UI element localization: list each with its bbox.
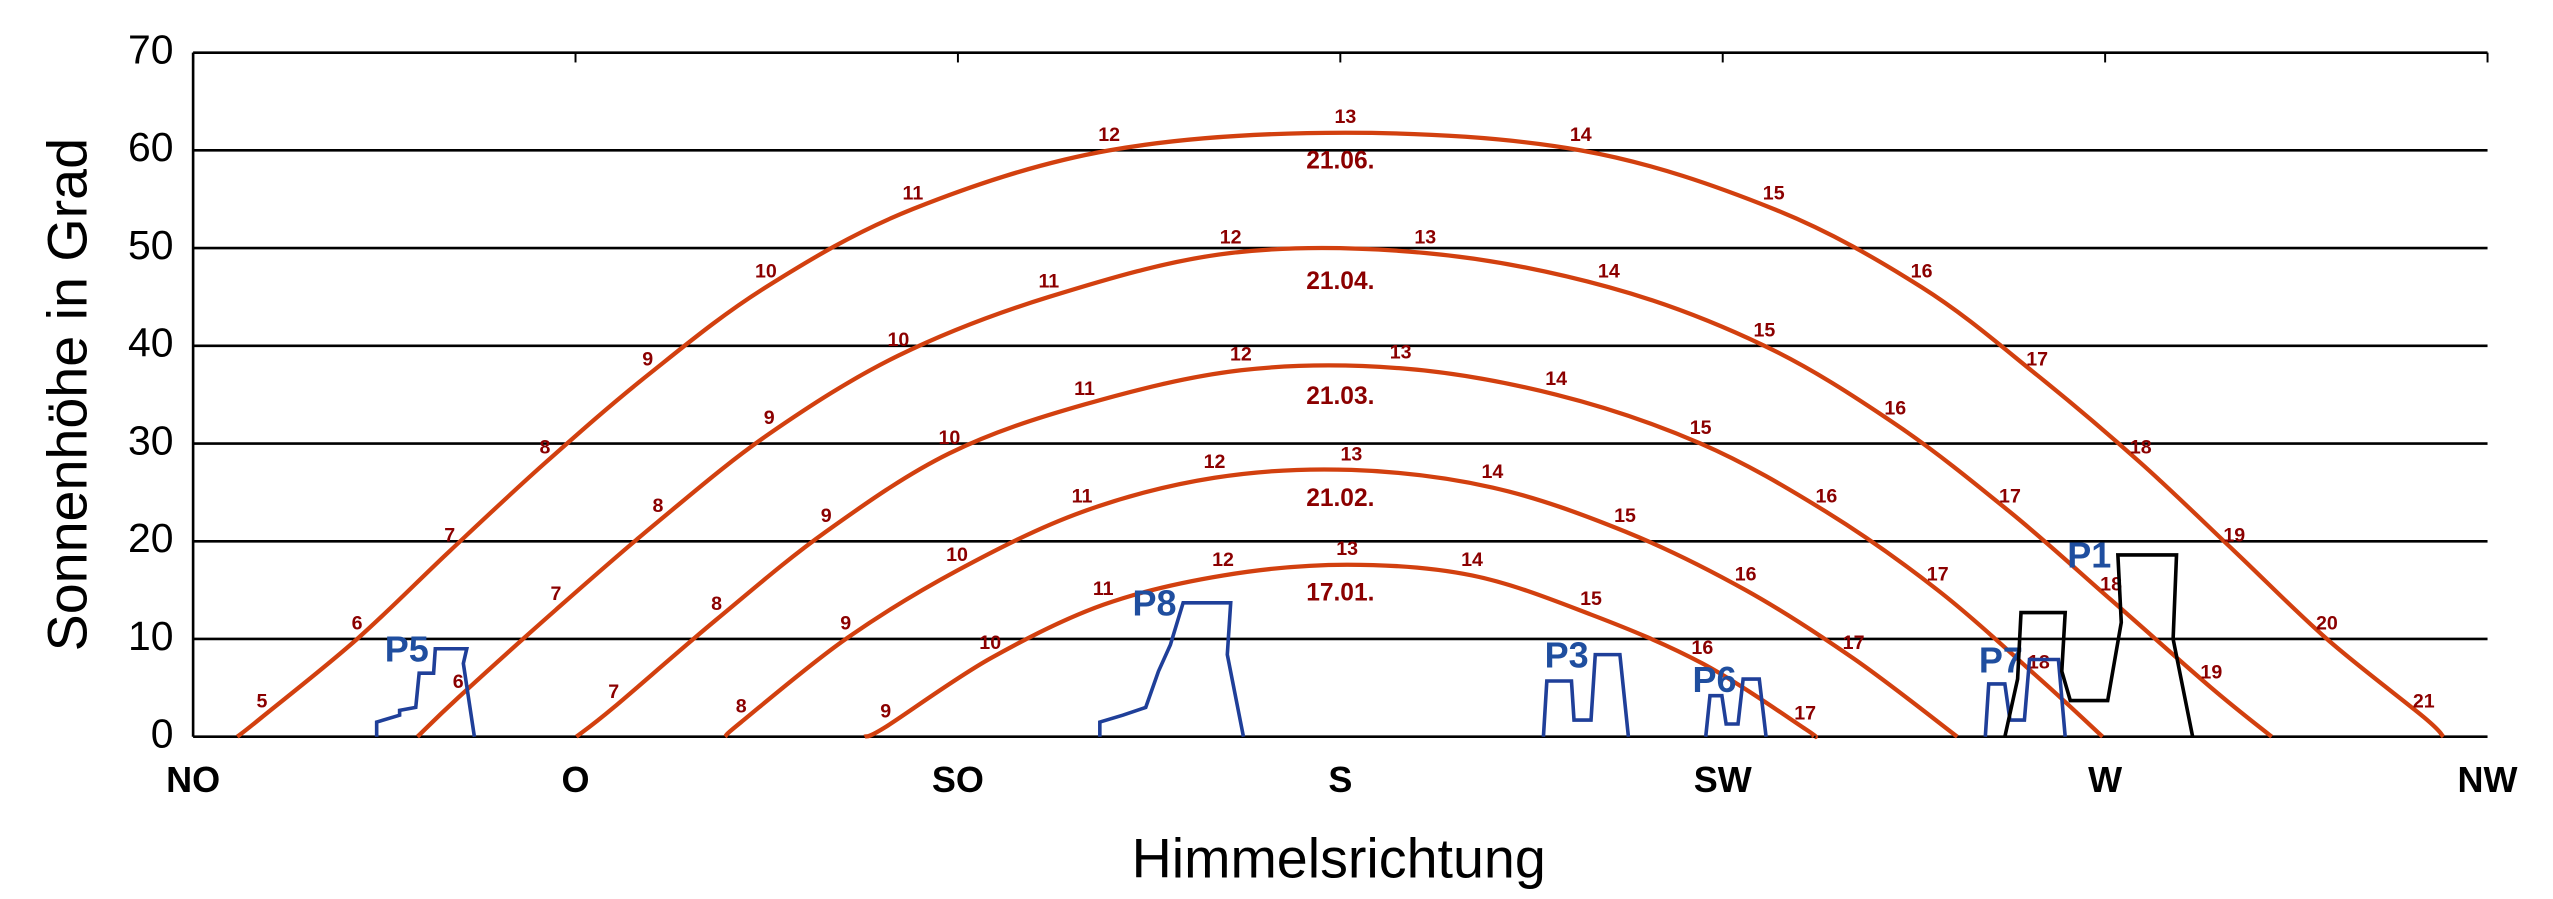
hour-label: 16 [1815,485,1837,507]
hour-label: 11 [1072,485,1093,507]
y-axis-title: Sonnenhöhe in Grad [37,138,99,651]
hour-label: 5 [256,691,267,713]
y-tick-label: 40 [128,320,174,366]
hour-label: 9 [764,407,775,429]
hour-label: 20 [2316,612,2338,634]
x-tick-label: NW [2458,759,2518,800]
hour-label: 19 [2200,661,2222,683]
hour-label: 15 [1763,182,1785,204]
y-tick-label: 0 [151,711,174,757]
y-tick-label: 50 [128,222,174,268]
date-label: 17.01. [1306,580,1374,607]
date-label: 21.03. [1306,383,1374,410]
date-label: 21.06. [1306,148,1374,175]
hour-label: 7 [551,583,562,605]
y-tick-label: 70 [128,26,174,72]
hour-label: 13 [1335,106,1357,128]
y-tick-label: 10 [128,613,174,659]
hour-label: 9 [642,349,653,371]
hour-label: 17 [2026,349,2048,371]
hour-label: 14 [1482,461,1504,483]
hour-label: 17 [1843,632,1865,654]
hour-label: 16 [1691,637,1713,659]
hour-label: 12 [1220,226,1242,248]
obstacle-label: P3 [1545,634,1589,675]
x-tick-label: O [562,759,590,800]
hour-label: 17 [1927,564,1949,586]
hour-label: 7 [444,524,455,546]
hour-label: 8 [539,437,550,459]
obstacle-label: P6 [1693,659,1737,700]
hour-label: 12 [1230,344,1252,366]
hour-label: 13 [1390,342,1412,364]
hour-label: 18 [2130,437,2152,459]
hour-label: 21 [2413,691,2435,713]
hour-label: 12 [1212,549,1234,571]
hour-label: 19 [2223,524,2245,546]
hour-label: 8 [711,593,722,615]
hour-label: 11 [1093,578,1114,600]
obstacle-label: P1 [2067,535,2111,576]
hour-label: 13 [1340,443,1362,465]
x-tick-label: NO [166,759,220,800]
hour-label: 14 [1545,368,1567,390]
hour-label: 11 [1074,378,1095,400]
hour-label: 17 [1999,485,2021,507]
hour-label: 11 [903,182,924,204]
x-tick-label: SW [1694,759,1752,800]
hour-label: 10 [979,632,1001,654]
hour-label: 13 [1414,226,1436,248]
hour-label: 18 [2028,652,2050,674]
hour-label: 12 [1098,124,1120,146]
x-tick-label: W [2088,759,2122,800]
obstacle-label: P8 [1133,583,1177,624]
hour-label: 16 [1884,397,1906,419]
hour-label: 13 [1336,538,1358,560]
hour-label: 10 [755,261,777,283]
hour-label: 10 [946,544,968,566]
hour-label: 7 [608,681,619,703]
date-label: 21.04. [1306,268,1374,295]
date-label: 21.02. [1306,485,1374,512]
hour-label: 6 [352,612,363,634]
hour-label: 14 [1570,124,1592,146]
hour-label: 15 [1614,505,1636,527]
hour-label: 15 [1690,417,1712,439]
obstacle-label: P5 [385,629,429,670]
hour-label: 14 [1598,261,1620,283]
hour-label: 16 [1735,564,1757,586]
hour-label: 10 [888,329,910,351]
hour-label: 6 [453,671,464,693]
x-tick-label: S [1328,759,1352,800]
hour-label: 15 [1753,319,1775,341]
hour-label: 9 [821,505,832,527]
hour-label: 12 [1204,451,1226,473]
hour-label: 9 [880,700,891,722]
hour-label: 17 [1794,702,1816,724]
y-tick-label: 20 [128,515,174,561]
hour-label: 10 [939,427,961,449]
x-tick-label: SO [932,759,984,800]
hour-label: 11 [1038,270,1059,292]
chart: Himmelsrichtung Sonnenhöhe in Grad 0 10 20… [0,0,2553,899]
hour-label: 14 [1461,549,1483,571]
hour-label: 16 [1911,261,1933,283]
hour-label: 9 [840,612,851,634]
x-axis-title: Himmelsrichtung [1132,827,1546,889]
y-tick-label: 60 [128,124,174,170]
hour-label: 15 [1580,588,1602,610]
sun-path [237,133,2443,737]
hour-label: 8 [652,495,663,517]
hour-label: 8 [736,696,747,718]
y-tick-label: 30 [128,417,174,463]
